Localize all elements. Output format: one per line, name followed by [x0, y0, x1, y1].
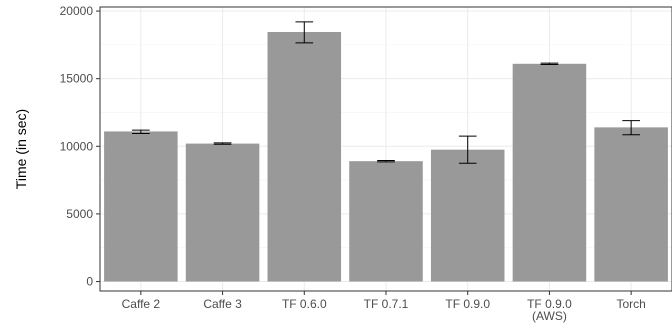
y-tick-label: 5000 — [66, 207, 93, 221]
y-tick-label: 15000 — [60, 72, 94, 86]
x-tick-label: TF 0.9.0 — [445, 297, 490, 311]
x-tick-label: TF 0.9.0 (AWS) — [527, 297, 572, 323]
bar — [349, 161, 423, 282]
error-bar — [540, 62, 559, 65]
x-axis-ticks: Caffe 2 Caffe 3 TF 0.6.0 TF 0.7.1 TF 0.9.0 TF… — [122, 291, 646, 323]
error-bar — [132, 129, 150, 134]
error-bar — [213, 142, 232, 145]
x-tick-label: Caffe 2 — [122, 297, 161, 311]
bar — [430, 149, 505, 282]
bars — [104, 32, 668, 282]
x-tick-label: TF 0.7.1 — [364, 297, 409, 311]
x-tick-label: Caffe 3 — [203, 297, 242, 311]
error-bar — [295, 21, 314, 44]
bar — [267, 32, 342, 282]
error-bar — [458, 135, 477, 164]
x-tick-label: TF 0.6.0 — [282, 297, 327, 311]
y-axis-ticks: 0 5000 10000 15000 20000 — [60, 4, 100, 289]
error-bar — [622, 120, 640, 136]
y-tick-label: 20000 — [60, 4, 94, 18]
bar — [104, 131, 178, 282]
error-bars — [132, 21, 640, 164]
y-tick-label: 0 — [86, 275, 93, 289]
bar — [185, 143, 260, 282]
x-tick-label: Torch — [616, 297, 645, 311]
bar — [594, 127, 668, 282]
bar — [512, 63, 587, 282]
error-bar — [377, 159, 395, 163]
y-axis-title: Time (in sec) — [13, 109, 29, 189]
y-tick-label: 10000 — [60, 139, 94, 153]
